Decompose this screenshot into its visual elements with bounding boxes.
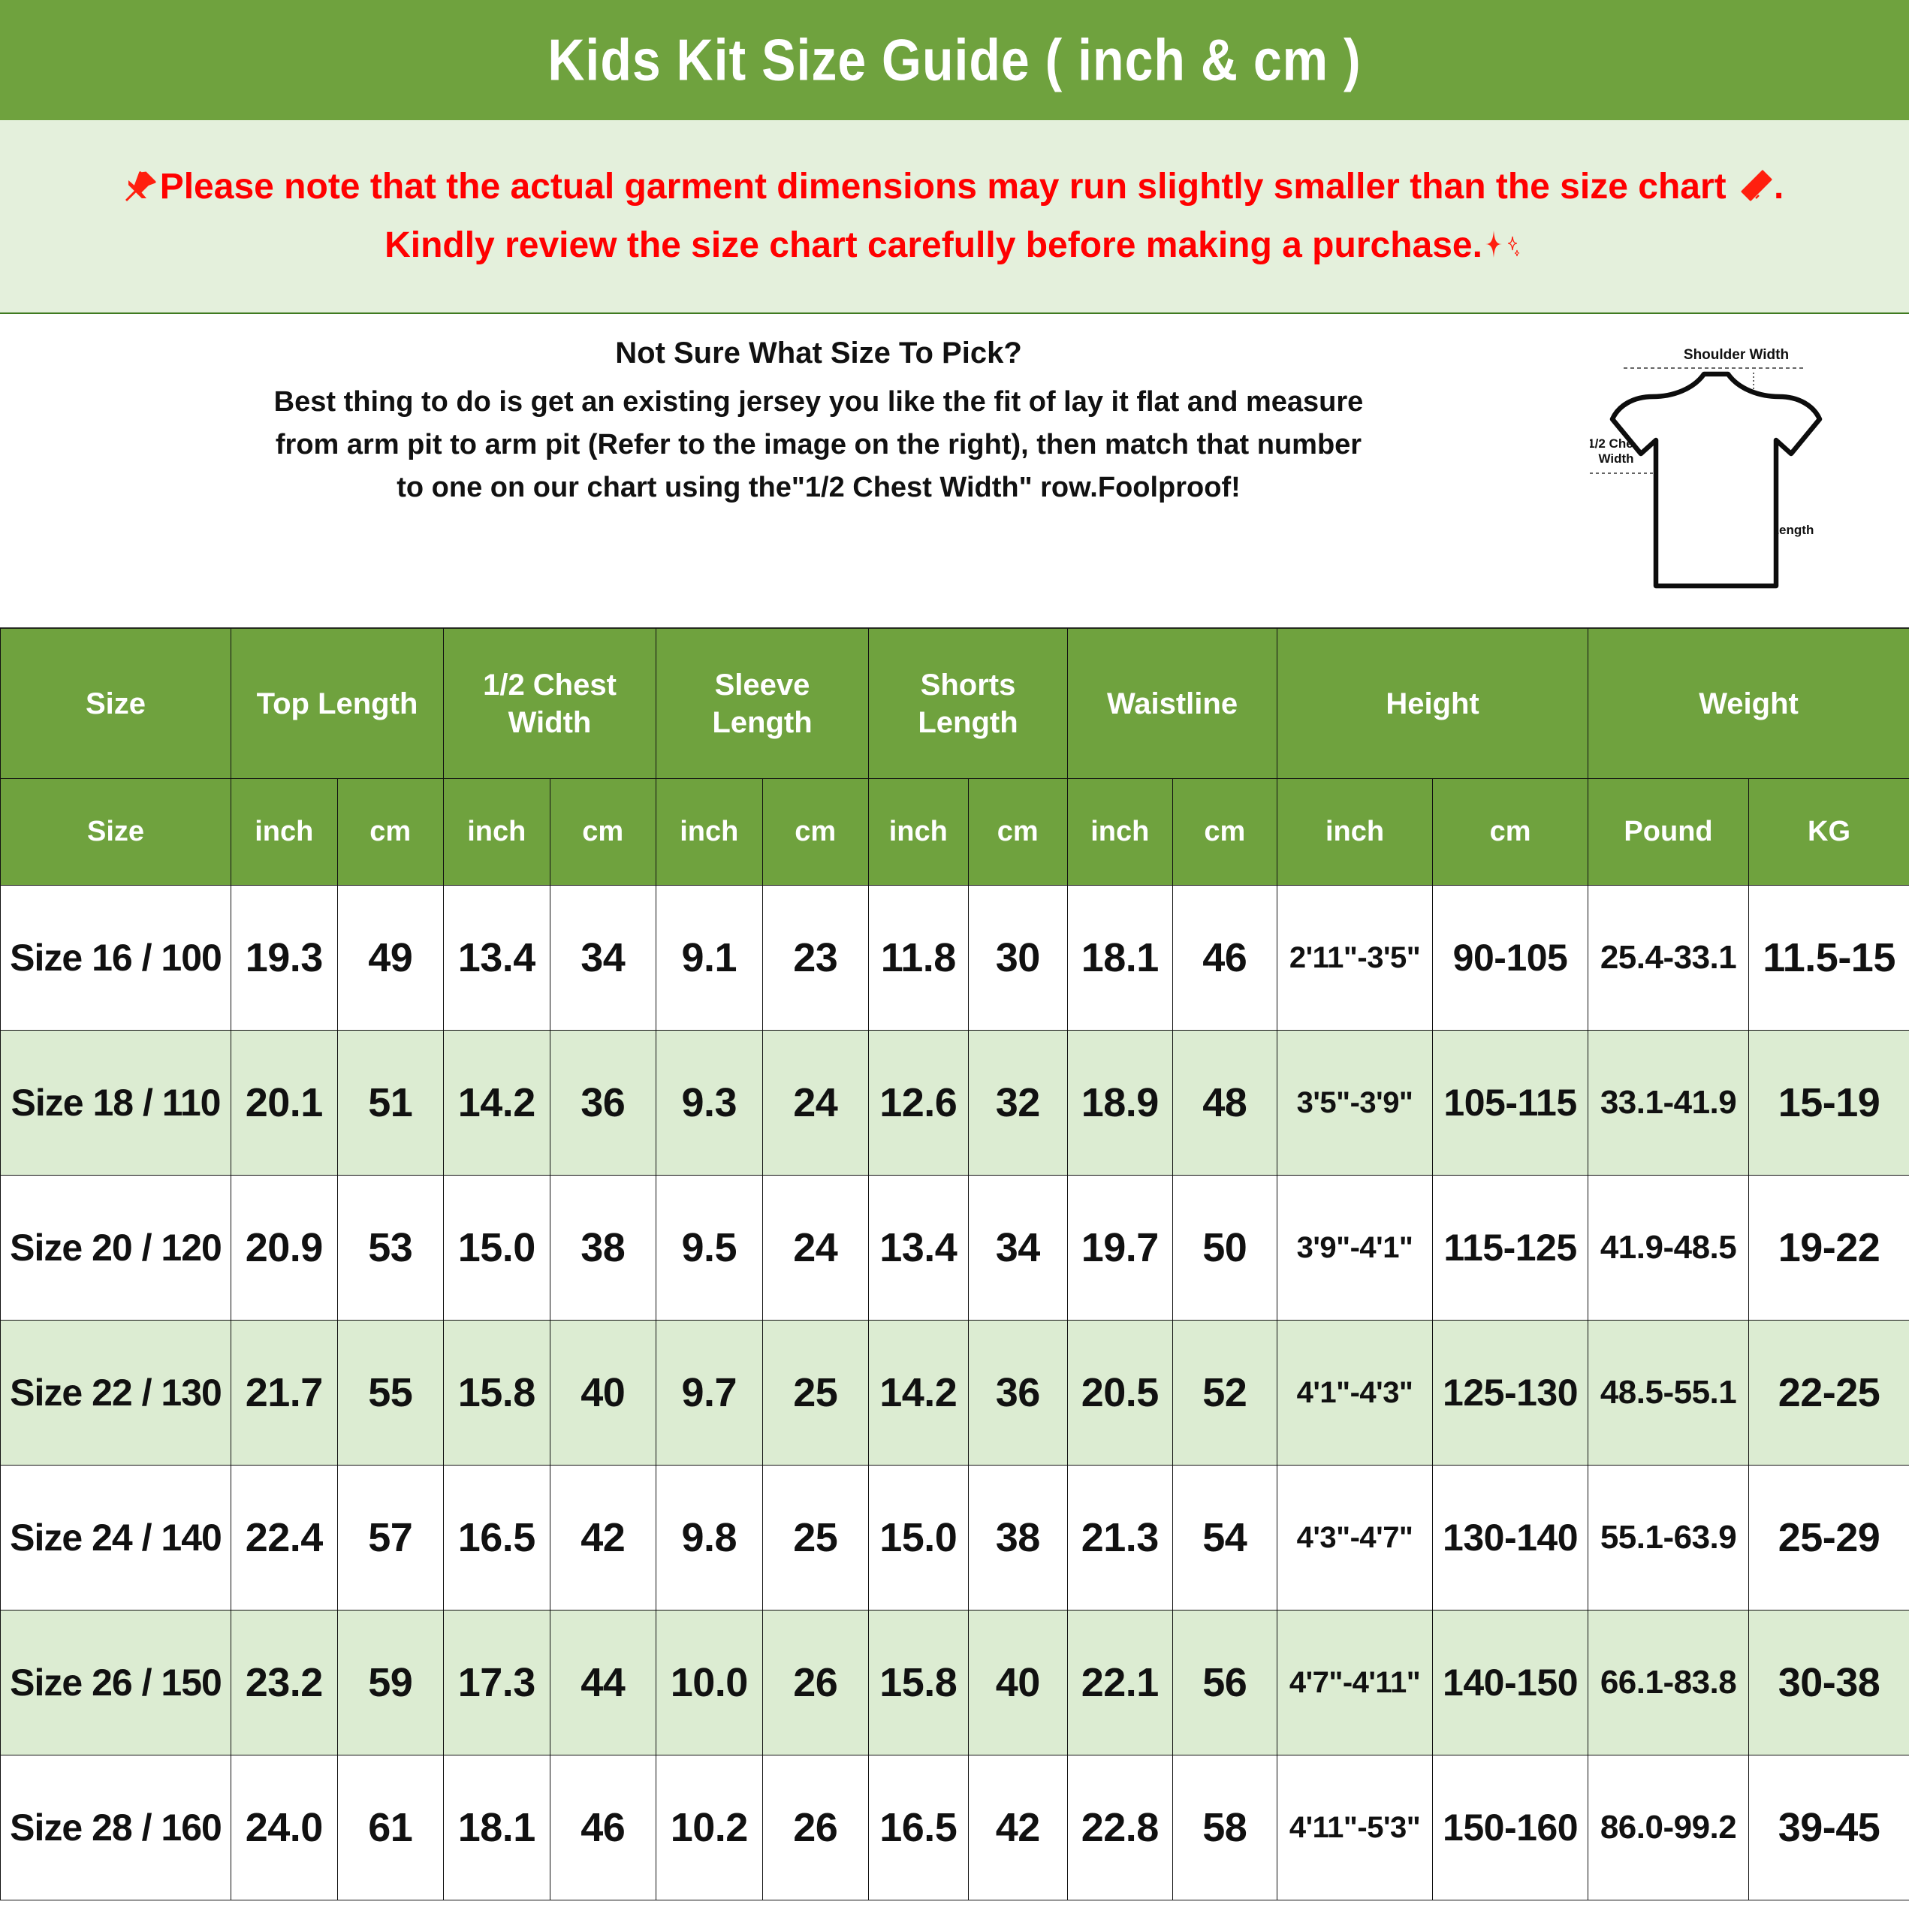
svg-text:Shoulder Width: Shoulder Width bbox=[1684, 347, 1789, 363]
svg-text:Width: Width bbox=[1598, 451, 1633, 466]
